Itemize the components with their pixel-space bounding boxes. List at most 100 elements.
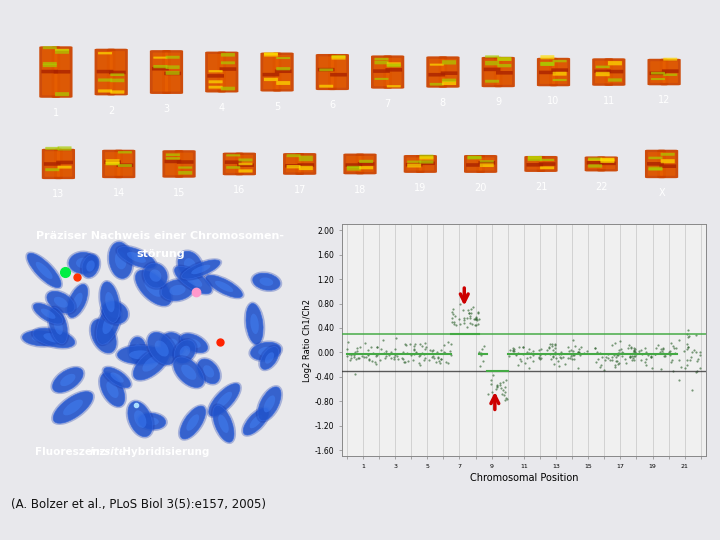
Point: [415, 361, 426, 369]
Ellipse shape: [68, 285, 88, 318]
FancyBboxPatch shape: [498, 57, 511, 61]
FancyBboxPatch shape: [96, 70, 114, 73]
Ellipse shape: [241, 407, 271, 437]
Point: [667, 366, 679, 375]
Point: [619, 354, 631, 363]
Point: [513, 349, 524, 357]
Point: [549, 343, 560, 352]
Point: [442, 359, 454, 367]
FancyBboxPatch shape: [539, 158, 555, 170]
Point: [639, 343, 650, 352]
Point: [492, 380, 503, 389]
Point: [683, 332, 695, 340]
FancyBboxPatch shape: [466, 163, 483, 167]
FancyBboxPatch shape: [651, 78, 665, 80]
FancyBboxPatch shape: [537, 58, 558, 86]
Point: [657, 343, 668, 352]
Point: [490, 391, 501, 400]
Point: [498, 390, 510, 399]
Point: [401, 349, 413, 357]
FancyBboxPatch shape: [442, 79, 456, 82]
Point: [454, 300, 465, 308]
Point: [647, 363, 658, 372]
FancyBboxPatch shape: [106, 159, 120, 163]
FancyBboxPatch shape: [225, 160, 242, 164]
FancyBboxPatch shape: [41, 70, 58, 73]
Point: [573, 348, 585, 357]
Point: [534, 354, 546, 363]
FancyBboxPatch shape: [607, 60, 623, 83]
Point: [546, 341, 558, 350]
Point: [384, 350, 395, 359]
Point: [625, 344, 636, 353]
Point: [626, 352, 638, 361]
FancyBboxPatch shape: [485, 80, 499, 83]
Ellipse shape: [101, 282, 120, 322]
Text: 17: 17: [294, 185, 306, 195]
Point: [433, 357, 444, 366]
Ellipse shape: [109, 242, 132, 279]
Ellipse shape: [258, 387, 281, 421]
Text: 15: 15: [173, 188, 185, 198]
FancyBboxPatch shape: [374, 58, 390, 86]
FancyBboxPatch shape: [539, 71, 556, 74]
FancyBboxPatch shape: [226, 154, 240, 157]
Point: [628, 343, 639, 352]
Point: [683, 333, 694, 341]
FancyBboxPatch shape: [552, 60, 567, 84]
FancyBboxPatch shape: [385, 68, 402, 72]
Point: [470, 315, 482, 323]
Point: [396, 353, 408, 362]
FancyBboxPatch shape: [661, 159, 675, 163]
FancyBboxPatch shape: [441, 71, 457, 75]
Point: [438, 341, 449, 350]
Point: [628, 352, 639, 360]
Point: [462, 314, 473, 322]
Ellipse shape: [259, 278, 273, 286]
Point: [639, 357, 651, 366]
Point: [593, 355, 604, 363]
Point: [472, 316, 483, 325]
FancyBboxPatch shape: [528, 156, 541, 159]
Point: [449, 312, 461, 321]
Point: [458, 315, 469, 324]
FancyBboxPatch shape: [54, 70, 71, 73]
FancyBboxPatch shape: [105, 152, 120, 176]
FancyBboxPatch shape: [429, 59, 444, 85]
FancyBboxPatch shape: [600, 159, 615, 169]
Ellipse shape: [195, 357, 222, 386]
FancyBboxPatch shape: [650, 61, 665, 83]
Point: [604, 355, 616, 364]
Ellipse shape: [117, 346, 164, 364]
FancyBboxPatch shape: [153, 52, 168, 92]
Ellipse shape: [128, 402, 153, 437]
FancyBboxPatch shape: [287, 165, 300, 168]
Point: [349, 348, 361, 356]
FancyBboxPatch shape: [346, 163, 362, 167]
Point: [691, 357, 703, 366]
FancyBboxPatch shape: [42, 46, 57, 49]
Point: [380, 349, 392, 357]
FancyBboxPatch shape: [56, 160, 73, 164]
FancyBboxPatch shape: [605, 58, 626, 86]
Point: [534, 346, 545, 355]
FancyBboxPatch shape: [480, 160, 494, 163]
Point: [351, 355, 362, 363]
Point: [613, 346, 625, 354]
Point: [657, 348, 669, 357]
FancyBboxPatch shape: [221, 53, 235, 57]
FancyBboxPatch shape: [235, 153, 256, 176]
Point: [595, 361, 607, 369]
Text: 14: 14: [112, 188, 125, 198]
FancyBboxPatch shape: [110, 79, 125, 82]
FancyBboxPatch shape: [220, 54, 235, 90]
FancyBboxPatch shape: [102, 150, 123, 178]
FancyBboxPatch shape: [485, 59, 500, 85]
Ellipse shape: [36, 262, 53, 279]
Point: [517, 349, 528, 358]
Point: [541, 346, 553, 354]
Point: [568, 355, 580, 363]
Point: [606, 341, 618, 349]
FancyBboxPatch shape: [588, 158, 602, 161]
Point: [414, 340, 426, 349]
